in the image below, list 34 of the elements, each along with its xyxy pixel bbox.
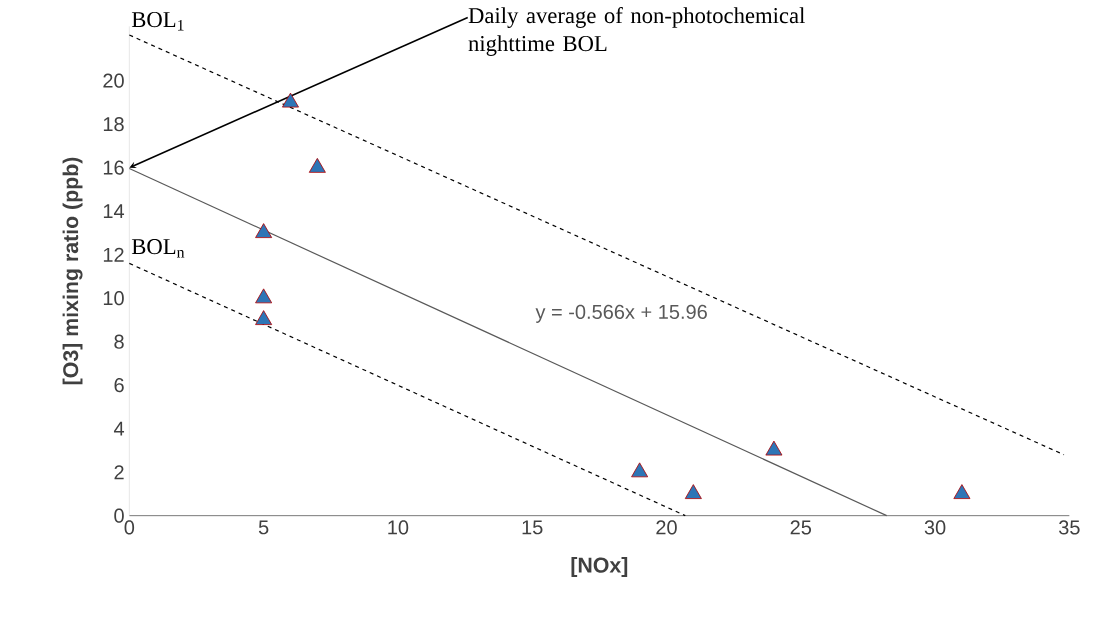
x-tick-label: 25 [790,520,812,535]
x-tick-label: 30 [924,520,946,535]
point [282,92,299,108]
y-tick-label: 10 [103,291,124,306]
y-tick-label: 2 [114,465,124,480]
point [255,223,273,239]
y-tick-label: 12 [103,247,124,262]
y-tick-label: 4 [113,421,125,436]
point [765,440,783,456]
y-tick-label: 14 [103,204,125,219]
point [255,310,273,325]
x-tick-label: 0 [124,520,135,535]
y-tick-label: 16 [103,160,124,175]
y-tick-label: 6 [114,378,124,393]
y-tick-label: 0 [114,508,124,523]
y-tick-label: 18 [103,117,124,132]
point [308,157,326,173]
y-tick-label: 20 [103,73,124,88]
series-label: BOL$_{n}$ [131,238,185,258]
x-tick-label: 5 [258,520,269,535]
series-label: y = -0.566x + 15.96 [535,304,707,323]
y-axis-title: [O3] mixing ratio (ppb) [62,157,83,385]
point [953,484,971,499]
x-tick-label: 20 [656,520,677,535]
point [255,288,273,304]
point [684,484,702,499]
annotation: Daily average of non-photochemical nighttime BOL [468,7,805,56]
x-tick-label: 35 [1058,520,1080,535]
x-axis-title: [NOx] [571,557,628,577]
x-tick-label: 10 [388,520,409,535]
series-label: BOL$_{1}$ [131,11,184,31]
y-tick-label: 8 [114,334,124,349]
x-tick-label: 15 [522,520,543,535]
point [631,462,649,478]
